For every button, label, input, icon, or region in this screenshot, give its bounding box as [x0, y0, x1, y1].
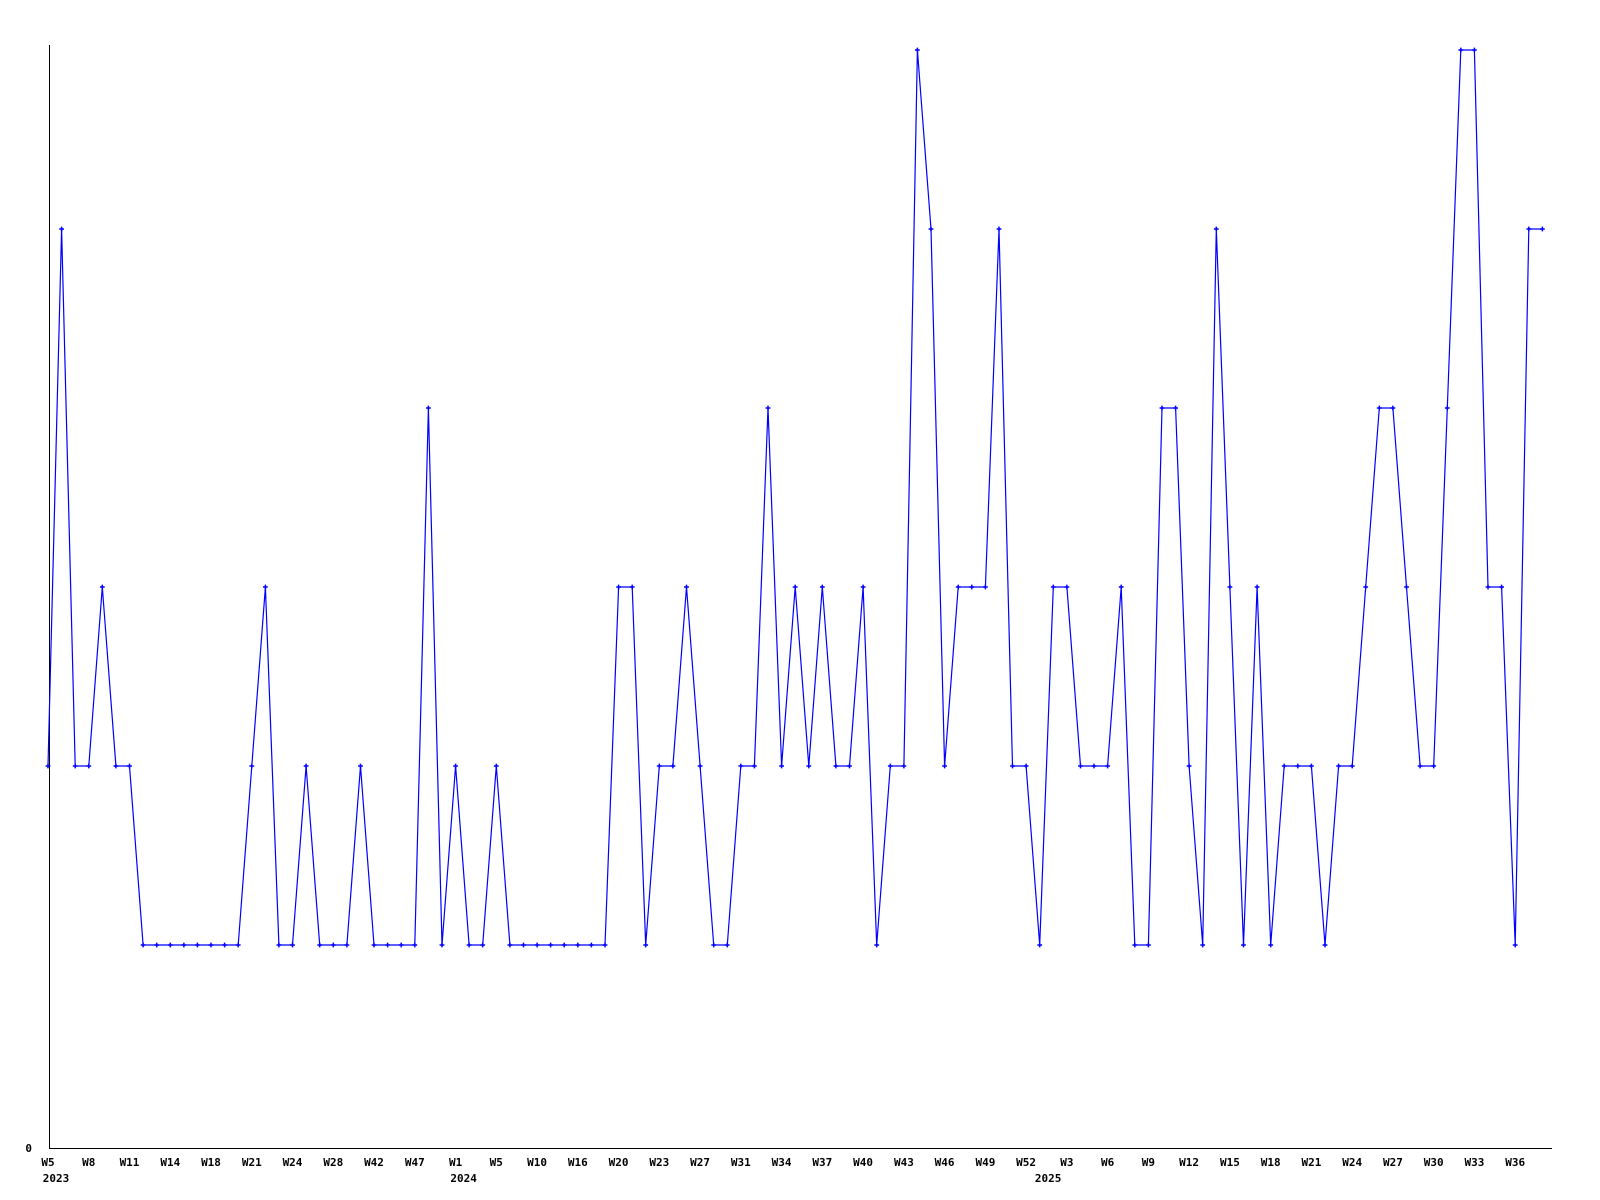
x-tick-label: W5 — [41, 1156, 54, 1169]
x-tick-label: W30 — [1424, 1156, 1444, 1169]
x-tick-label: W43 — [894, 1156, 914, 1169]
x-tick-label: W40 — [853, 1156, 873, 1169]
x-tick-label: W12 — [1179, 1156, 1199, 1169]
x-tick-label: W14 — [160, 1156, 180, 1169]
x-tick-label: W11 — [120, 1156, 140, 1169]
x-tick-label: W20 — [609, 1156, 629, 1169]
x-tick-label: W37 — [812, 1156, 832, 1169]
x-tick-label: W9 — [1142, 1156, 1155, 1169]
x-tick-label: W23 — [649, 1156, 669, 1169]
x-tick-label: W33 — [1464, 1156, 1484, 1169]
series-line — [47, 49, 1543, 946]
x-tick-label: W18 — [1261, 1156, 1281, 1169]
x-tick-label: W3 — [1060, 1156, 1073, 1169]
x-tick-label: W5 — [490, 1156, 503, 1169]
x-tick-label: W1 — [449, 1156, 463, 1169]
x-tick-label: W21 — [242, 1156, 262, 1169]
x-tick-label: W28 — [323, 1156, 343, 1169]
x-tick-label: W31 — [731, 1156, 751, 1169]
x-axis-tick-labels: W5 W8 W11 W14 W18 W21 W24 W28 W42 W47 W1 W5 W10 W16 W2… — [41, 1156, 1525, 1169]
year-label: 2023 — [43, 1172, 70, 1185]
x-tick-label: W27 — [690, 1156, 710, 1169]
x-tick-label: W52 — [1016, 1156, 1036, 1169]
x-tick-label: W10 — [527, 1156, 547, 1169]
x-tick-label: W24 — [283, 1156, 303, 1169]
x-tick-label: W47 — [405, 1156, 425, 1169]
x-tick-label: W21 — [1301, 1156, 1321, 1169]
x-axis-year-labels: 2023 2024 2025 — [43, 1172, 1062, 1185]
x-tick-label: W24 — [1342, 1156, 1362, 1169]
x-tick-label: W8 — [82, 1156, 95, 1169]
x-tick-label: W6 — [1101, 1156, 1115, 1169]
series-point-markers — [45, 47, 1545, 948]
x-tick-label: W42 — [364, 1156, 384, 1169]
year-label: 2025 — [1035, 1172, 1062, 1185]
x-tick-label: W18 — [201, 1156, 221, 1169]
x-tick-label: W49 — [975, 1156, 995, 1169]
x-tick-label: W15 — [1220, 1156, 1240, 1169]
y-axis-zero-label: 0 — [25, 1142, 32, 1155]
x-tick-label: W46 — [935, 1156, 955, 1169]
x-tick-label: W34 — [772, 1156, 792, 1169]
x-tick-label: W27 — [1383, 1156, 1403, 1169]
x-tick-label: W16 — [568, 1156, 588, 1169]
year-label: 2024 — [450, 1172, 477, 1185]
x-tick-label: W36 — [1505, 1156, 1525, 1169]
